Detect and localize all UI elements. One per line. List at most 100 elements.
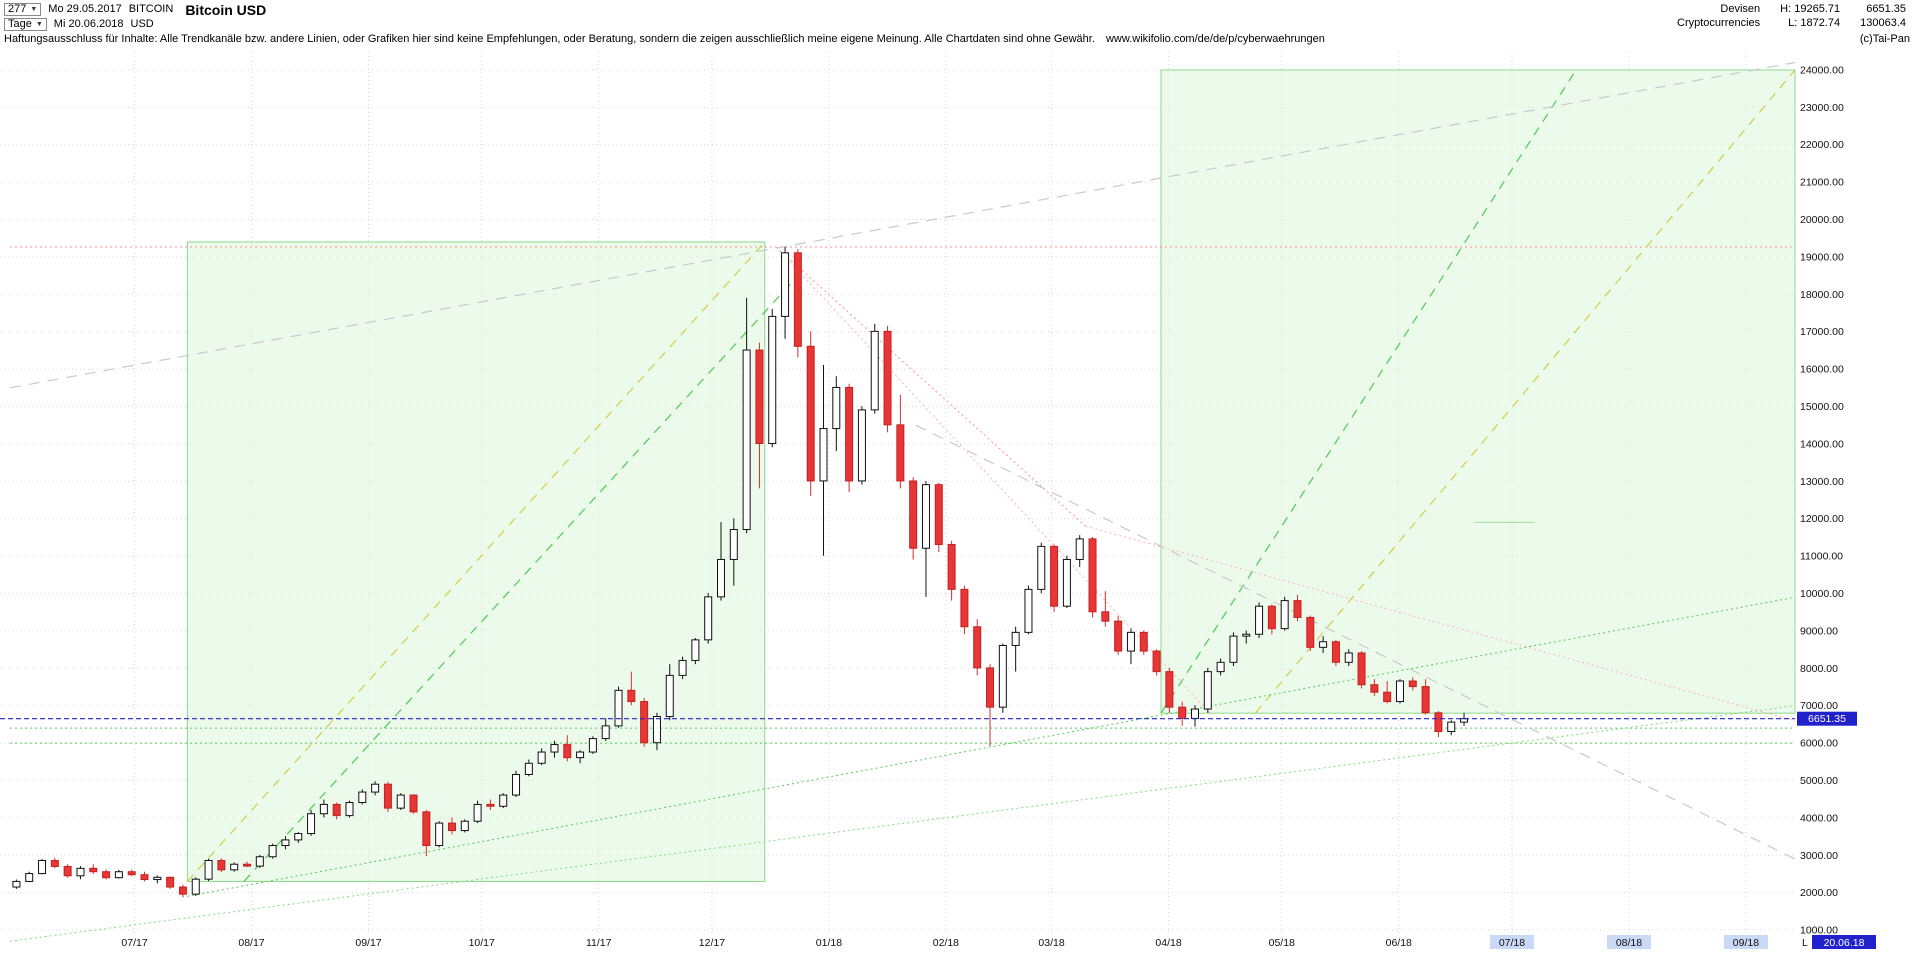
candle-body: [1126, 631, 1135, 652]
disclaimer-bar: Haftungsausschluss für Inhalte: Alle Tre…: [0, 30, 1912, 48]
dropdown-arrow-icon: ▼: [30, 5, 38, 13]
candle-body: [1395, 680, 1404, 703]
candle-body: [934, 484, 943, 545]
y-axis-label: 23000.00: [1800, 102, 1844, 114]
candle-body: [383, 783, 392, 809]
candle-body: [819, 428, 828, 482]
candle-body: [601, 725, 610, 740]
candle-body: [973, 626, 982, 669]
price-chart[interactable]: 6651.35 1000.00 2000.00 3000.00 4000.00 5000.…: [0, 48, 1912, 952]
x-axis-label: 07/17: [121, 937, 147, 949]
candle-body: [1370, 684, 1379, 693]
candle-body: [614, 689, 623, 727]
candle-body: [76, 867, 85, 877]
candle-body: [909, 480, 918, 549]
candle-body: [755, 349, 764, 445]
chart-area[interactable]: 6651.35 1000.00 2000.00 3000.00 4000.00 5000.…: [0, 48, 1912, 952]
candle-body: [1434, 712, 1443, 732]
trend-channel-2017: [186, 241, 766, 882]
y-axis-label: 18000.00: [1800, 289, 1844, 301]
low-value: L: 1872.74: [1788, 17, 1841, 29]
candle-body: [1447, 721, 1456, 732]
chart-settings-group: 277 ▼ Mo 29.05.2017 BITCOIN Tage ▼ Mi 20…: [4, 2, 173, 31]
candle-body: [38, 859, 47, 875]
candle-body: [1062, 558, 1071, 607]
y-axis-label: 10000.00: [1800, 588, 1844, 600]
candle-body: [717, 558, 726, 598]
candle-body: [140, 874, 149, 881]
future-month-highlight: [1606, 935, 1651, 949]
candle-body: [742, 349, 751, 531]
high-value: H: 19265.71: [1780, 3, 1841, 15]
candle-body: [1408, 680, 1417, 688]
page-title: Bitcoin USD: [185, 2, 267, 18]
candle-body: [1306, 616, 1315, 648]
x-axis-label: 01/18: [816, 937, 842, 949]
candle-body: [102, 871, 111, 879]
y-axis-label: 2000.00: [1800, 887, 1838, 899]
candle-body: [217, 859, 226, 871]
candle-body: [588, 738, 597, 753]
candle-body: [1242, 633, 1251, 637]
candle-body: [768, 315, 777, 445]
candle-body: [332, 803, 341, 817]
bars-count-select[interactable]: 277 ▼: [4, 2, 42, 16]
candle-body: [921, 484, 930, 549]
candle-body: [1037, 545, 1046, 590]
candle-body: [294, 833, 303, 841]
x-axis: 07/17 08/17 09/17 10/17 11/17 12/17 01/18 02/18…: [121, 935, 1876, 949]
wikifolio-link[interactable]: www.wikifolio.com/de/de/p/cyberwaehrunge…: [1105, 33, 1325, 45]
last-marker-label: L: [1802, 937, 1808, 949]
candle-body: [576, 751, 585, 759]
bars-count-value: 277: [8, 3, 27, 15]
candle-body: [1165, 671, 1174, 708]
candle-body: [627, 689, 636, 703]
candle-body: [89, 867, 98, 873]
candle-body: [166, 876, 175, 888]
candle-body: [243, 863, 252, 867]
future-month-highlight: [1489, 935, 1534, 949]
candle-body: [845, 386, 854, 482]
y-axis-label: 15000.00: [1800, 401, 1844, 413]
candle-body: [1319, 641, 1328, 648]
y-axis-label: 16000.00: [1800, 364, 1844, 376]
date-from-field[interactable]: Mo 29.05.2017: [48, 3, 122, 15]
candle-body: [947, 544, 956, 590]
longterm-green-support-2: [9, 705, 1796, 942]
downtrend-gray: [915, 424, 1796, 860]
candle-body: [1050, 545, 1059, 607]
candle-body: [678, 659, 687, 676]
candle-body: [704, 596, 713, 641]
date-to-field[interactable]: Mi 20.06.2018: [53, 18, 124, 30]
y-axis-label: 1000.00: [1800, 925, 1838, 937]
disclaimer-body: Haftungsausschluss für Inhalte: Alle Tre…: [4, 33, 1095, 45]
y-axis-label: 8000.00: [1800, 663, 1838, 675]
candles-group: [12, 247, 1469, 898]
candle-body: [319, 803, 328, 815]
candle-body: [832, 386, 841, 430]
candle-body: [896, 424, 905, 482]
candle-body: [1088, 538, 1097, 613]
candle-body: [409, 794, 418, 813]
downtrend-red-3: [775, 246, 1211, 714]
downtrend-red-1: [775, 246, 1086, 527]
period-select[interactable]: Tage ▼: [4, 17, 47, 31]
disclaimer-text: Haftungsausschluss für Inhalte: Alle Tre…: [4, 33, 1325, 45]
y-axis-label: 13000.00: [1800, 476, 1844, 488]
projection-yellow: [1254, 69, 1796, 714]
candle-body: [781, 252, 790, 317]
candle-body: [50, 859, 59, 867]
candle-body: [870, 330, 879, 411]
candle-body: [1280, 600, 1289, 630]
overlay-lines: [9, 61, 1796, 942]
x-axis-label: 09/17: [355, 937, 381, 949]
candle-body: [537, 751, 546, 764]
dropdown-arrow-icon: ▼: [35, 20, 43, 28]
candle-body: [986, 667, 995, 708]
candle-body: [857, 409, 866, 482]
y-axis-label: 4000.00: [1800, 812, 1838, 824]
candle-body: [153, 876, 162, 881]
candle-body: [191, 878, 200, 895]
last-price-chip-label: 6651.35: [1808, 713, 1846, 725]
candle-body: [1191, 708, 1200, 719]
